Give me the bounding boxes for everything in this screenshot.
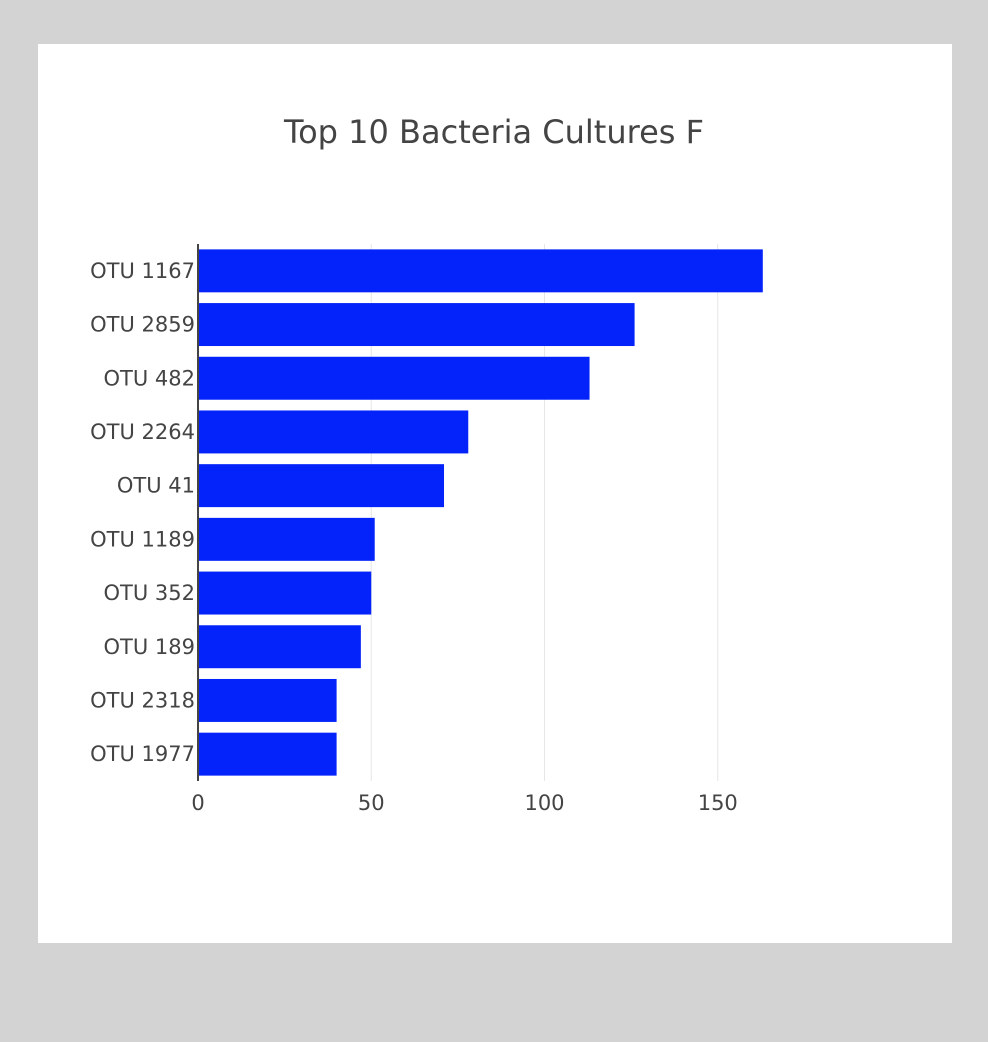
y-tick-label: OTU 2264 bbox=[90, 420, 195, 444]
bar-otu-189[interactable] bbox=[198, 625, 361, 669]
x-tick-label: 50 bbox=[358, 791, 385, 815]
y-tick-label: OTU 1167 bbox=[90, 259, 195, 283]
bar-otu-1189[interactable] bbox=[198, 517, 375, 561]
y-tick-label: OTU 1977 bbox=[90, 742, 195, 766]
x-tick-label: 150 bbox=[698, 791, 738, 815]
x-tick-label: 100 bbox=[524, 791, 564, 815]
y-tick-label: OTU 2318 bbox=[90, 688, 195, 712]
bar-otu-41[interactable] bbox=[198, 464, 445, 508]
x-tick-label: 0 bbox=[191, 791, 204, 815]
bar-otu-1977[interactable] bbox=[198, 732, 337, 776]
bar-otu-352[interactable] bbox=[198, 571, 372, 615]
y-tick-label: OTU 189 bbox=[104, 635, 196, 659]
bar-otu-482[interactable] bbox=[198, 356, 590, 400]
y-tick-labels: OTU 1167 OTU 2859 OTU 482 OTU 2264 OTU 41 OTU… bbox=[90, 259, 195, 766]
y-tick-label: OTU 482 bbox=[104, 366, 196, 390]
y-tick-label: OTU 2859 bbox=[90, 313, 195, 337]
bar-otu-1167[interactable] bbox=[198, 249, 763, 293]
y-tick-label: OTU 41 bbox=[117, 474, 195, 498]
chart-title: Top 10 Bacteria Cultures F bbox=[283, 113, 704, 151]
bars bbox=[198, 249, 763, 776]
y-tick-label: OTU 352 bbox=[104, 581, 196, 605]
x-tick-labels: 0 50 100 150 bbox=[191, 791, 737, 815]
y-tick-label: OTU 1189 bbox=[90, 527, 195, 551]
bar-otu-2318[interactable] bbox=[198, 678, 337, 722]
bar-otu-2264[interactable] bbox=[198, 410, 469, 454]
bar-otu-2859[interactable] bbox=[198, 303, 635, 347]
chart-card bbox=[38, 44, 952, 943]
